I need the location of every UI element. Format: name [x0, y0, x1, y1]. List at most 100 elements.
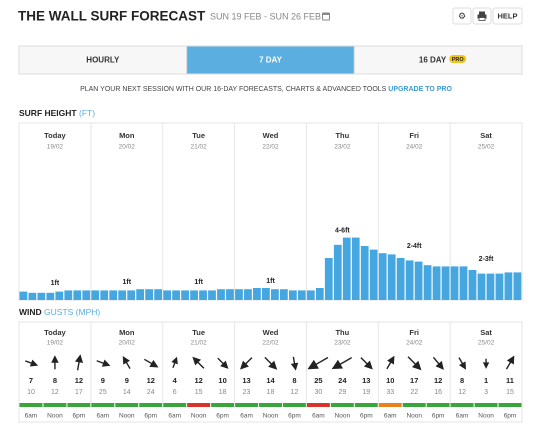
tab[interactable] — [353, 45, 523, 75]
surf-bar — [181, 290, 189, 300]
surf-bar — [163, 290, 171, 300]
wind-rating-bar — [354, 403, 378, 407]
wind-gusts: 22 — [410, 389, 418, 396]
settings-button[interactable]: ⚙ — [452, 7, 472, 25]
surf-bar — [405, 260, 414, 300]
surf-bar — [504, 272, 513, 300]
day-name: Sat — [480, 131, 492, 140]
surf-bar — [109, 290, 118, 300]
day-name: Fri — [409, 328, 419, 337]
wind-unit: GUSTS (MPH) — [44, 307, 100, 317]
tab-label[interactable]: 16 DAY — [419, 56, 447, 65]
wind-speed: 10 — [386, 376, 394, 385]
surf-bar — [495, 273, 504, 300]
surf-range-label: 4-6ft — [335, 227, 350, 234]
surf-bar — [118, 290, 127, 300]
wind-arrow — [360, 357, 373, 370]
day-name: Mon — [119, 328, 135, 337]
wind-title: WIND GUSTS (MPH) — [19, 307, 100, 317]
day-date: 20/02 — [119, 340, 136, 347]
tab[interactable] — [18, 45, 188, 75]
wind-gusts: 25 — [99, 389, 107, 396]
wind-gusts: 3 — [484, 389, 488, 396]
wind-speed: 4 — [173, 376, 178, 385]
calendar-icon — [322, 12, 330, 21]
print-button[interactable] — [472, 7, 492, 25]
surf-bar — [244, 289, 252, 300]
wind-rating-bar — [211, 403, 235, 407]
wind-arrow — [122, 355, 131, 369]
surf-bar — [423, 265, 432, 300]
wind-rating-bar — [498, 403, 522, 407]
surf-bar — [190, 290, 198, 300]
time-label: 6pm — [144, 413, 157, 420]
wind-rating-bar — [474, 403, 498, 407]
day-name: Wed — [263, 131, 279, 140]
day-date: 19/02 — [47, 144, 64, 151]
surf-bar — [262, 288, 270, 300]
wind-gusts: 17 — [75, 389, 83, 396]
upgrade-link[interactable]: UPGRADE TO PRO — [388, 86, 452, 93]
surf-bar — [127, 290, 136, 300]
help-button[interactable]: HELP — [492, 7, 523, 25]
wind-arrow — [307, 356, 329, 370]
tab-label[interactable]: 7 DAY — [259, 56, 282, 65]
surf-bar — [360, 246, 369, 300]
surf-bar — [324, 258, 333, 300]
time-label: 6pm — [288, 413, 301, 420]
promo: PLAN YOUR NEXT SESSION WITH OUR 16-DAY F… — [80, 86, 452, 93]
wind-arrow — [51, 355, 59, 370]
surf-bar — [468, 270, 477, 300]
surf-bar — [154, 289, 163, 300]
time-label: Noon — [335, 413, 351, 420]
wind-gusts: 33 — [386, 389, 394, 396]
wind-speed: 1 — [484, 376, 488, 385]
surf-bar — [136, 289, 145, 300]
day-name: Sat — [480, 328, 492, 337]
time-label: 6pm — [216, 413, 229, 420]
surf-bar — [82, 290, 91, 300]
surf-bar — [288, 290, 297, 300]
wind-frame — [18, 321, 523, 423]
surf-bar — [19, 291, 28, 300]
wind-rating-bar — [426, 403, 450, 407]
pro-badge-label: PRO — [452, 57, 465, 63]
wind-rating-bar — [163, 403, 187, 407]
day-date: 20/02 — [119, 144, 136, 151]
wind-speed: 13 — [362, 376, 370, 385]
surf-bar — [145, 289, 154, 300]
wind-gusts: 23 — [243, 389, 251, 396]
wind-gusts: 12 — [51, 389, 59, 396]
surf-unit: (FT) — [79, 108, 95, 118]
wind-speed: 13 — [242, 376, 250, 385]
time-label: 6am — [25, 413, 38, 420]
surf-bar — [342, 237, 351, 300]
time-label: Noon — [119, 413, 135, 420]
wind-arrow — [96, 359, 111, 367]
wind-rating-bar — [19, 403, 43, 407]
surf-bar — [235, 289, 243, 300]
surf-range-label: 1ft — [266, 278, 275, 285]
surf-bar — [253, 288, 261, 300]
wind-rating-bar — [378, 403, 402, 407]
wind-arrow — [505, 355, 515, 370]
wind-gusts: 12 — [291, 389, 299, 396]
wind-title-text: WIND — [19, 307, 44, 317]
wind-speed: 12 — [434, 376, 442, 385]
wind-arrow — [240, 357, 253, 370]
help-label[interactable]: HELP — [497, 11, 517, 20]
surf-bar — [369, 249, 378, 300]
tab-label[interactable]: HOURLY — [86, 56, 120, 65]
day-date: 24/02 — [406, 144, 423, 151]
day-name: Today — [44, 131, 66, 140]
wind-arrow — [192, 356, 205, 369]
surf-bar — [306, 290, 315, 300]
wind-speed: 12 — [147, 376, 155, 385]
surf-bar — [199, 290, 207, 300]
day-date: 21/02 — [191, 144, 208, 151]
wind-rating-bar — [450, 403, 474, 407]
wind-speed: 12 — [194, 376, 202, 385]
wind-arrow — [290, 356, 299, 371]
wind-gusts: 14 — [123, 389, 131, 396]
wind-arrow — [331, 357, 352, 370]
